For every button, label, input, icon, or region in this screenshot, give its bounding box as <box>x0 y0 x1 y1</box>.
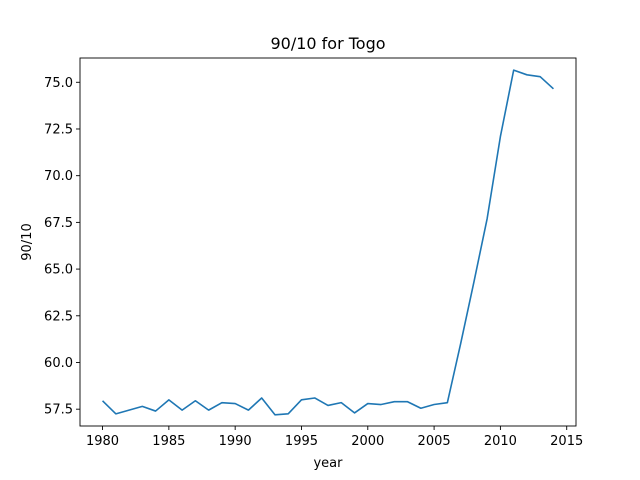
x-tick-label: 2015 <box>550 434 583 449</box>
y-tick-label: 70.0 <box>44 169 73 184</box>
y-tick-label: 72.5 <box>44 122 73 137</box>
y-tick-label: 57.5 <box>44 403 73 418</box>
x-tick-label: 2010 <box>484 434 517 449</box>
series-line <box>101 69 554 416</box>
y-tick-label: 75.0 <box>44 76 73 91</box>
x-axis-label: year <box>313 456 343 471</box>
x-tick-label: 1990 <box>219 434 252 449</box>
chart-title: 90/10 for Togo <box>270 34 385 53</box>
plot-area: 1980 1985 1990 1995 2000 2005 2010 2015 57.5 60.0… <box>44 57 583 449</box>
y-tick-label: 65.0 <box>44 263 73 278</box>
x-tick-label: 1980 <box>86 434 119 449</box>
y-axis-label: 90/10 <box>20 223 35 260</box>
x-tick-label: 1985 <box>152 434 185 449</box>
x-tick-label: 2000 <box>351 434 384 449</box>
x-tick-label: 2005 <box>418 434 451 449</box>
x-tick-label: 1995 <box>285 434 318 449</box>
plot-frame <box>79 57 577 427</box>
y-tick-label: 62.5 <box>44 309 73 324</box>
y-tick-label: 67.5 <box>44 216 73 231</box>
y-tick-label: 60.0 <box>44 356 73 371</box>
